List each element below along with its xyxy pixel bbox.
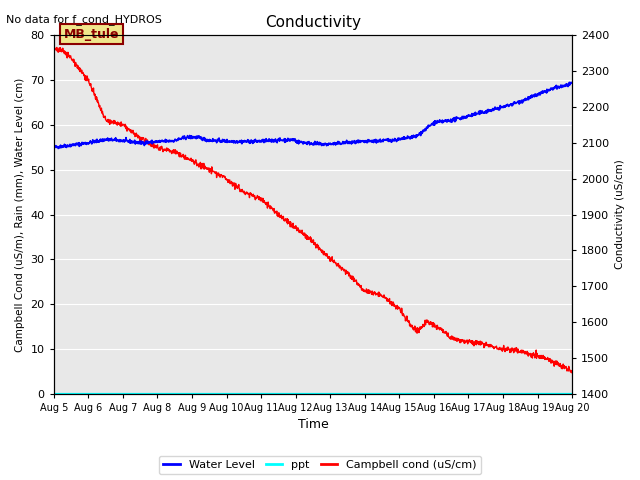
X-axis label: Time: Time (298, 419, 328, 432)
Y-axis label: Campbell Cond (uS/m), Rain (mm), Water Level (cm): Campbell Cond (uS/m), Rain (mm), Water L… (15, 77, 25, 352)
Text: MB_tule: MB_tule (64, 27, 120, 41)
Legend: Water Level, ppt, Campbell cond (uS/cm): Water Level, ppt, Campbell cond (uS/cm) (159, 456, 481, 474)
Y-axis label: Conductivity (uS/cm): Conductivity (uS/cm) (615, 160, 625, 269)
Title: Conductivity: Conductivity (265, 15, 361, 30)
Text: No data for f_cond_HYDROS: No data for f_cond_HYDROS (6, 14, 163, 25)
